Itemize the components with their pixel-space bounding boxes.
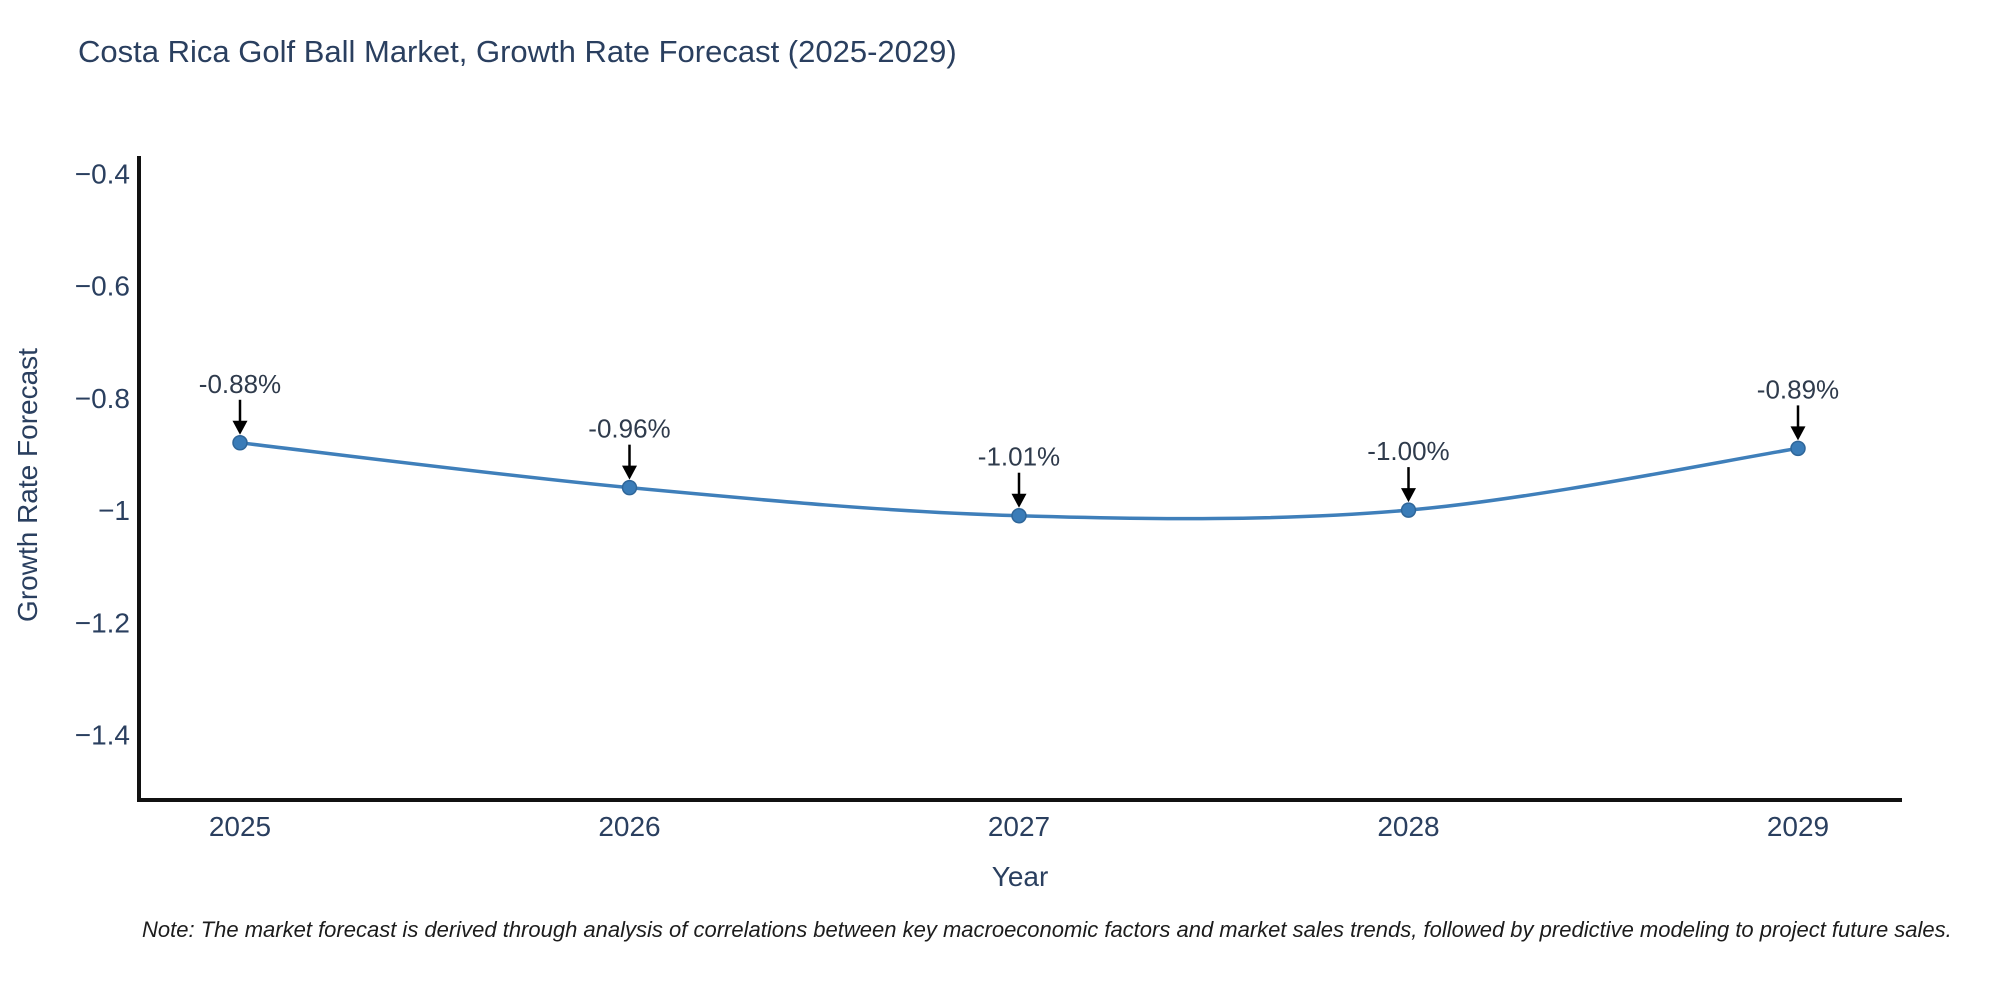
x-tick-label: 2026: [598, 811, 660, 842]
annotation-label: -0.88%: [199, 369, 281, 399]
x-axis-title: Year: [991, 861, 1049, 892]
annotation-arrowhead: [622, 465, 637, 480]
annotation-label: -0.96%: [588, 414, 670, 444]
chart-title: Costa Rica Golf Ball Market, Growth Rate…: [78, 34, 957, 69]
y-tick-label: −1.4: [75, 720, 130, 751]
x-tick-label: 2028: [1377, 811, 1439, 842]
axis-lines: [137, 156, 1902, 802]
data-point-marker: [1790, 440, 1806, 457]
annotation-arrowhead: [1401, 488, 1416, 503]
x-tick-label: 2029: [1767, 811, 1829, 842]
annotation-arrowhead: [1790, 426, 1806, 441]
annotation-label: -1.01%: [978, 442, 1060, 472]
annotation-label: -1.00%: [1367, 436, 1449, 466]
y-tick-label: −0.8: [75, 383, 130, 414]
y-tick-label: −1: [98, 495, 130, 526]
x-tick-label: 2027: [988, 811, 1050, 842]
x-tick-label: 2025: [209, 811, 271, 842]
footnote: Note: The market forecast is derived thr…: [142, 917, 1952, 942]
annotation-label: -0.89%: [1757, 374, 1839, 404]
data-point-marker: [232, 435, 248, 451]
y-tick-label: −0.6: [75, 271, 130, 302]
y-tick-label: −0.4: [75, 159, 130, 190]
y-tick-label: −1.2: [75, 607, 130, 638]
annotation-arrowhead: [1011, 493, 1027, 508]
data-point-marker: [621, 479, 638, 496]
data-point-marker: [1400, 502, 1417, 518]
annotation-arrowhead: [232, 420, 248, 435]
data-point-marker: [1011, 507, 1027, 524]
